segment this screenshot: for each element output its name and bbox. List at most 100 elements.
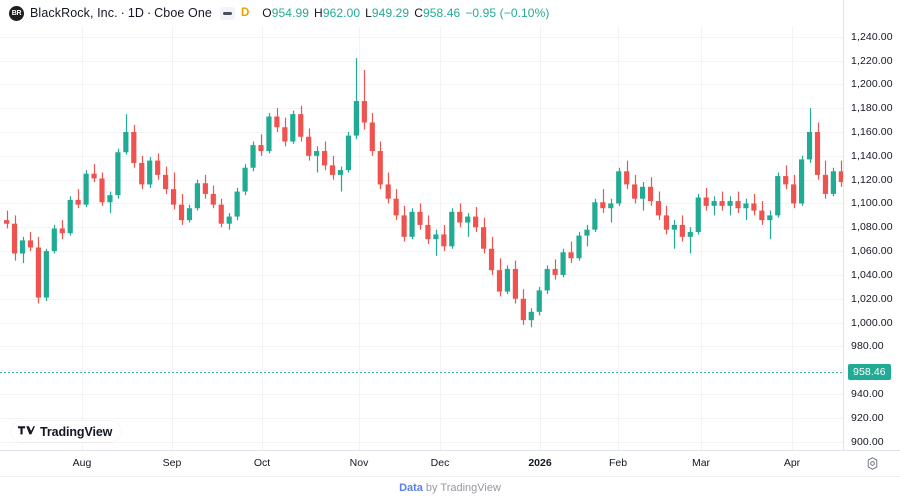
candle-body [814,132,821,175]
price-tick-label: 1,140.00 [851,149,893,162]
candle-body [393,198,399,216]
candle-body [51,228,57,252]
candle-body [306,136,312,156]
close-label: C [414,6,423,20]
price-change: −0.95 (−0.10%) [465,6,550,20]
open-label: O [262,6,272,20]
hide-series-icon[interactable] [219,6,235,20]
grid-lines [0,37,843,443]
candle-body [329,165,336,175]
candle-body [822,174,829,194]
candle-body [679,224,685,237]
candle-body [337,170,344,175]
time-tick-label: Dec [430,457,450,469]
candle-body [242,167,248,192]
data-link[interactable]: Data [399,481,423,494]
price-tick-label: 1,100.00 [851,197,893,210]
candle-body [345,135,352,171]
tradingview-watermark[interactable]: TradingView [11,421,122,442]
time-tick-label: 2026 [528,457,552,469]
candle-body [59,228,65,234]
candle-body [481,227,487,249]
time-scale[interactable]: Aug Sep Oct Nov Dec 2026 Feb Mar Apr [0,450,900,476]
legend-separator-2: · [147,6,152,20]
tradingview-watermark-text: TradingView [40,424,113,439]
candle-body [139,162,145,185]
candle-body [123,132,129,153]
candle-body [616,171,622,204]
candle-body [767,215,773,221]
candle-body [496,270,503,292]
candle-body [711,201,717,206]
candle-body [743,203,749,209]
candle-body [727,201,733,206]
price-tick-label: 1,200.00 [851,78,893,91]
candle-body [258,145,264,152]
interval-badge[interactable]: D [240,7,250,19]
candle-body [624,171,630,185]
price-tick-label: 1,220.00 [851,54,893,67]
symbol-name[interactable]: BlackRock, Inc. [30,6,118,20]
candle-body [131,132,137,163]
candle-body [425,224,431,240]
candle-body [298,114,304,137]
time-tick-label: Aug [72,457,92,469]
candle-body [353,101,359,136]
open-value: 954.99 [271,6,310,20]
candle-body [838,171,843,183]
candle-body [441,234,447,247]
candle-body [266,116,272,152]
candle-body [314,151,320,156]
time-tick-label: Sep [162,457,182,469]
candle-body [465,216,471,223]
exchange-name[interactable]: Cboe One [154,6,212,20]
candle-body [830,171,836,194]
candle-body [449,211,455,247]
candles [4,58,843,328]
candle-body [735,201,741,209]
ohlc-values: O954.99 H962.00 L949.29 C958.46 −0.95 (−0.10… [262,6,549,20]
candle-body [751,203,757,211]
candle-body [202,183,208,194]
candle-body [274,116,280,128]
low-value: 949.29 [371,6,410,20]
candle-body [433,234,439,240]
high-label: H [314,6,323,20]
candle-body [640,186,646,199]
candle-body [592,202,598,230]
candle-body [115,152,121,196]
price-tick-label: 1,080.00 [851,221,893,234]
candle-body [4,220,10,224]
candle-body [647,186,654,202]
candle-body [377,151,383,185]
chart-plot-area[interactable] [0,26,843,450]
candle-body [369,122,375,152]
price-tick-label: 1,160.00 [851,126,893,138]
candle-body [783,176,789,185]
candle-body [385,184,391,199]
crosshair-target-icon[interactable] [866,457,879,470]
symbol-logo: BR [9,5,24,21]
candle-body [91,173,97,179]
candle-body [568,252,574,259]
price-tick-label: 1,180.00 [851,102,893,115]
price-tick-label: 1,060.00 [851,245,893,258]
price-tick-label: 1,020.00 [851,292,893,305]
chart-interval[interactable]: 1D [127,6,144,20]
candle-body [584,229,590,236]
candle-body [234,191,240,217]
candle-body [11,223,18,254]
candle-body [218,204,224,224]
candle-body [290,114,296,142]
candle-body [528,311,534,321]
price-tick-label: 980.00 [851,340,884,353]
candle-body [663,215,670,230]
candle-body [457,211,463,223]
candle-body [544,268,550,291]
candle-body [799,159,805,204]
price-tick-label: 900.00 [851,435,884,448]
price-scale[interactable]: 1,240.00 1,220.00 1,200.00 1,180.00 1,160.00… [843,0,900,450]
candle-body [170,189,177,205]
candle-body [75,199,81,205]
candle-body [687,232,693,237]
